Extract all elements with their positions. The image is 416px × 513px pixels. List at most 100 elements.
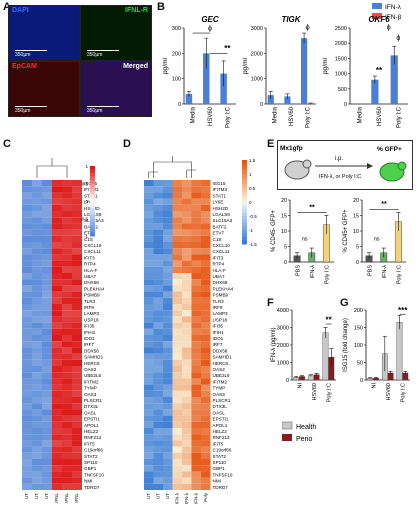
heatmap-cell xyxy=(72,242,82,249)
gene-label: GBP1 xyxy=(84,466,97,471)
heatmap-cell xyxy=(72,304,82,311)
heatmap-cell xyxy=(172,471,182,478)
heatmap-cell xyxy=(62,211,72,218)
heatmap-cell xyxy=(22,372,32,379)
column-label: UT xyxy=(24,493,29,499)
chart-gec: GEC 0 100 200 300 pg/ml Media HSV60 Poly I:C ϕ ** xyxy=(162,15,236,128)
heatmap-cell xyxy=(191,403,201,410)
heatmap-cell xyxy=(72,229,82,236)
column-label: Poly xyxy=(203,492,208,502)
heatmap-cell xyxy=(191,285,201,292)
heatmap-cell xyxy=(144,285,154,292)
heatmap-cell xyxy=(62,353,72,360)
x-tick-label: HSV60 xyxy=(386,383,392,400)
colorbar-cell xyxy=(90,180,95,184)
heatmap-cell xyxy=(182,254,192,261)
bar xyxy=(301,38,308,104)
heatmap-cell xyxy=(42,452,52,459)
heatmap-cell xyxy=(201,440,211,447)
heatmap-cell xyxy=(42,341,52,348)
heatmap-cell xyxy=(62,409,72,416)
heatmap-cell xyxy=(32,310,42,317)
heatmap-cell xyxy=(72,428,82,435)
heatmap-cell xyxy=(22,279,32,286)
heatmap-cell xyxy=(201,235,211,242)
heatmap-cell xyxy=(163,273,173,280)
heatmap-cell xyxy=(62,446,72,453)
heatmap-cell xyxy=(42,465,52,472)
heatmap-cell xyxy=(201,353,211,360)
heatmap-cell xyxy=(22,465,32,472)
heatmap-cell xyxy=(72,341,82,348)
heatmap-cell xyxy=(153,341,163,348)
heatmap-cell xyxy=(32,285,42,292)
legend-swatch-ifnb xyxy=(372,13,382,19)
y-tick-label: 100 xyxy=(354,343,363,349)
heatmap-cell xyxy=(153,322,163,329)
gene-label: PLEKHA4 xyxy=(213,286,234,291)
schematic-route: i.p. xyxy=(335,156,343,162)
heatmap-cell xyxy=(172,254,182,261)
bar xyxy=(185,93,193,104)
gene-label: HELZ2 xyxy=(213,429,228,434)
heatmap-cell xyxy=(62,204,72,211)
gene-label: NMI xyxy=(84,479,92,484)
gene-label: UBE2L6 xyxy=(84,373,102,378)
heatmap-cell xyxy=(153,452,163,459)
y-tick-label: 50 xyxy=(357,361,363,367)
colorbar-cell xyxy=(90,222,95,226)
heatmap-cell xyxy=(153,477,163,484)
heatmap-cell xyxy=(153,316,163,323)
gfp-mouse-head-icon xyxy=(397,161,407,171)
heatmap-cell xyxy=(22,434,32,441)
heatmap-cell xyxy=(52,192,62,199)
heatmap-cell xyxy=(163,452,173,459)
heatmap-cell xyxy=(52,297,62,304)
gene-label: ETV7 xyxy=(84,231,96,236)
colorbar-cell xyxy=(90,166,95,170)
heatmap-cell xyxy=(72,477,82,484)
heatmap-cell xyxy=(191,421,201,428)
heatmap-cell xyxy=(191,465,201,472)
heatmap-cell xyxy=(201,242,211,249)
heatmap-cell xyxy=(22,390,32,397)
heatmap-cell xyxy=(153,248,163,255)
heatmap-cell xyxy=(172,291,182,298)
heatmap-cell xyxy=(163,366,173,373)
heatmap-cell xyxy=(191,477,201,484)
heatmap-cell xyxy=(72,403,82,410)
heatmap-cell xyxy=(172,242,182,249)
scale-bar xyxy=(15,49,47,51)
gene-label: CXCL11 xyxy=(213,249,230,254)
heatmap-cell xyxy=(163,235,173,242)
heatmap-cell xyxy=(163,266,173,273)
heatmap-cell xyxy=(32,390,42,397)
heatmap-cell xyxy=(32,483,42,490)
colorbar-cell xyxy=(90,215,95,219)
heatmap-cell xyxy=(72,397,82,404)
gene-label: OAS3 xyxy=(213,392,226,397)
heatmap-cell xyxy=(182,403,192,410)
sig-stars: ** xyxy=(381,201,387,208)
colorbar-cell xyxy=(242,188,247,192)
heatmap-cell xyxy=(72,273,82,280)
heatmap-cell xyxy=(32,359,42,366)
heatmap-cell xyxy=(201,421,211,428)
heatmap-cell xyxy=(182,310,192,317)
colorbar-cell xyxy=(242,216,247,220)
heatmap-cell xyxy=(62,378,72,385)
gene-label: C1S xyxy=(213,237,222,242)
micrograph-label: Merged xyxy=(123,63,148,70)
colorbar-cell xyxy=(90,169,95,174)
heatmap-cell xyxy=(72,483,82,490)
heatmap-cell xyxy=(52,440,62,447)
heatmap-cell xyxy=(163,310,173,317)
heatmap-cell xyxy=(32,322,42,329)
heatmap-cell xyxy=(52,353,62,360)
x-tick-label: HSV60 xyxy=(377,106,383,126)
heatmap-cell xyxy=(172,353,182,360)
heatmap-cell xyxy=(72,211,82,218)
heatmap-cell xyxy=(22,217,32,224)
heatmap-cell xyxy=(62,452,72,459)
heatmap-cell xyxy=(22,328,32,335)
